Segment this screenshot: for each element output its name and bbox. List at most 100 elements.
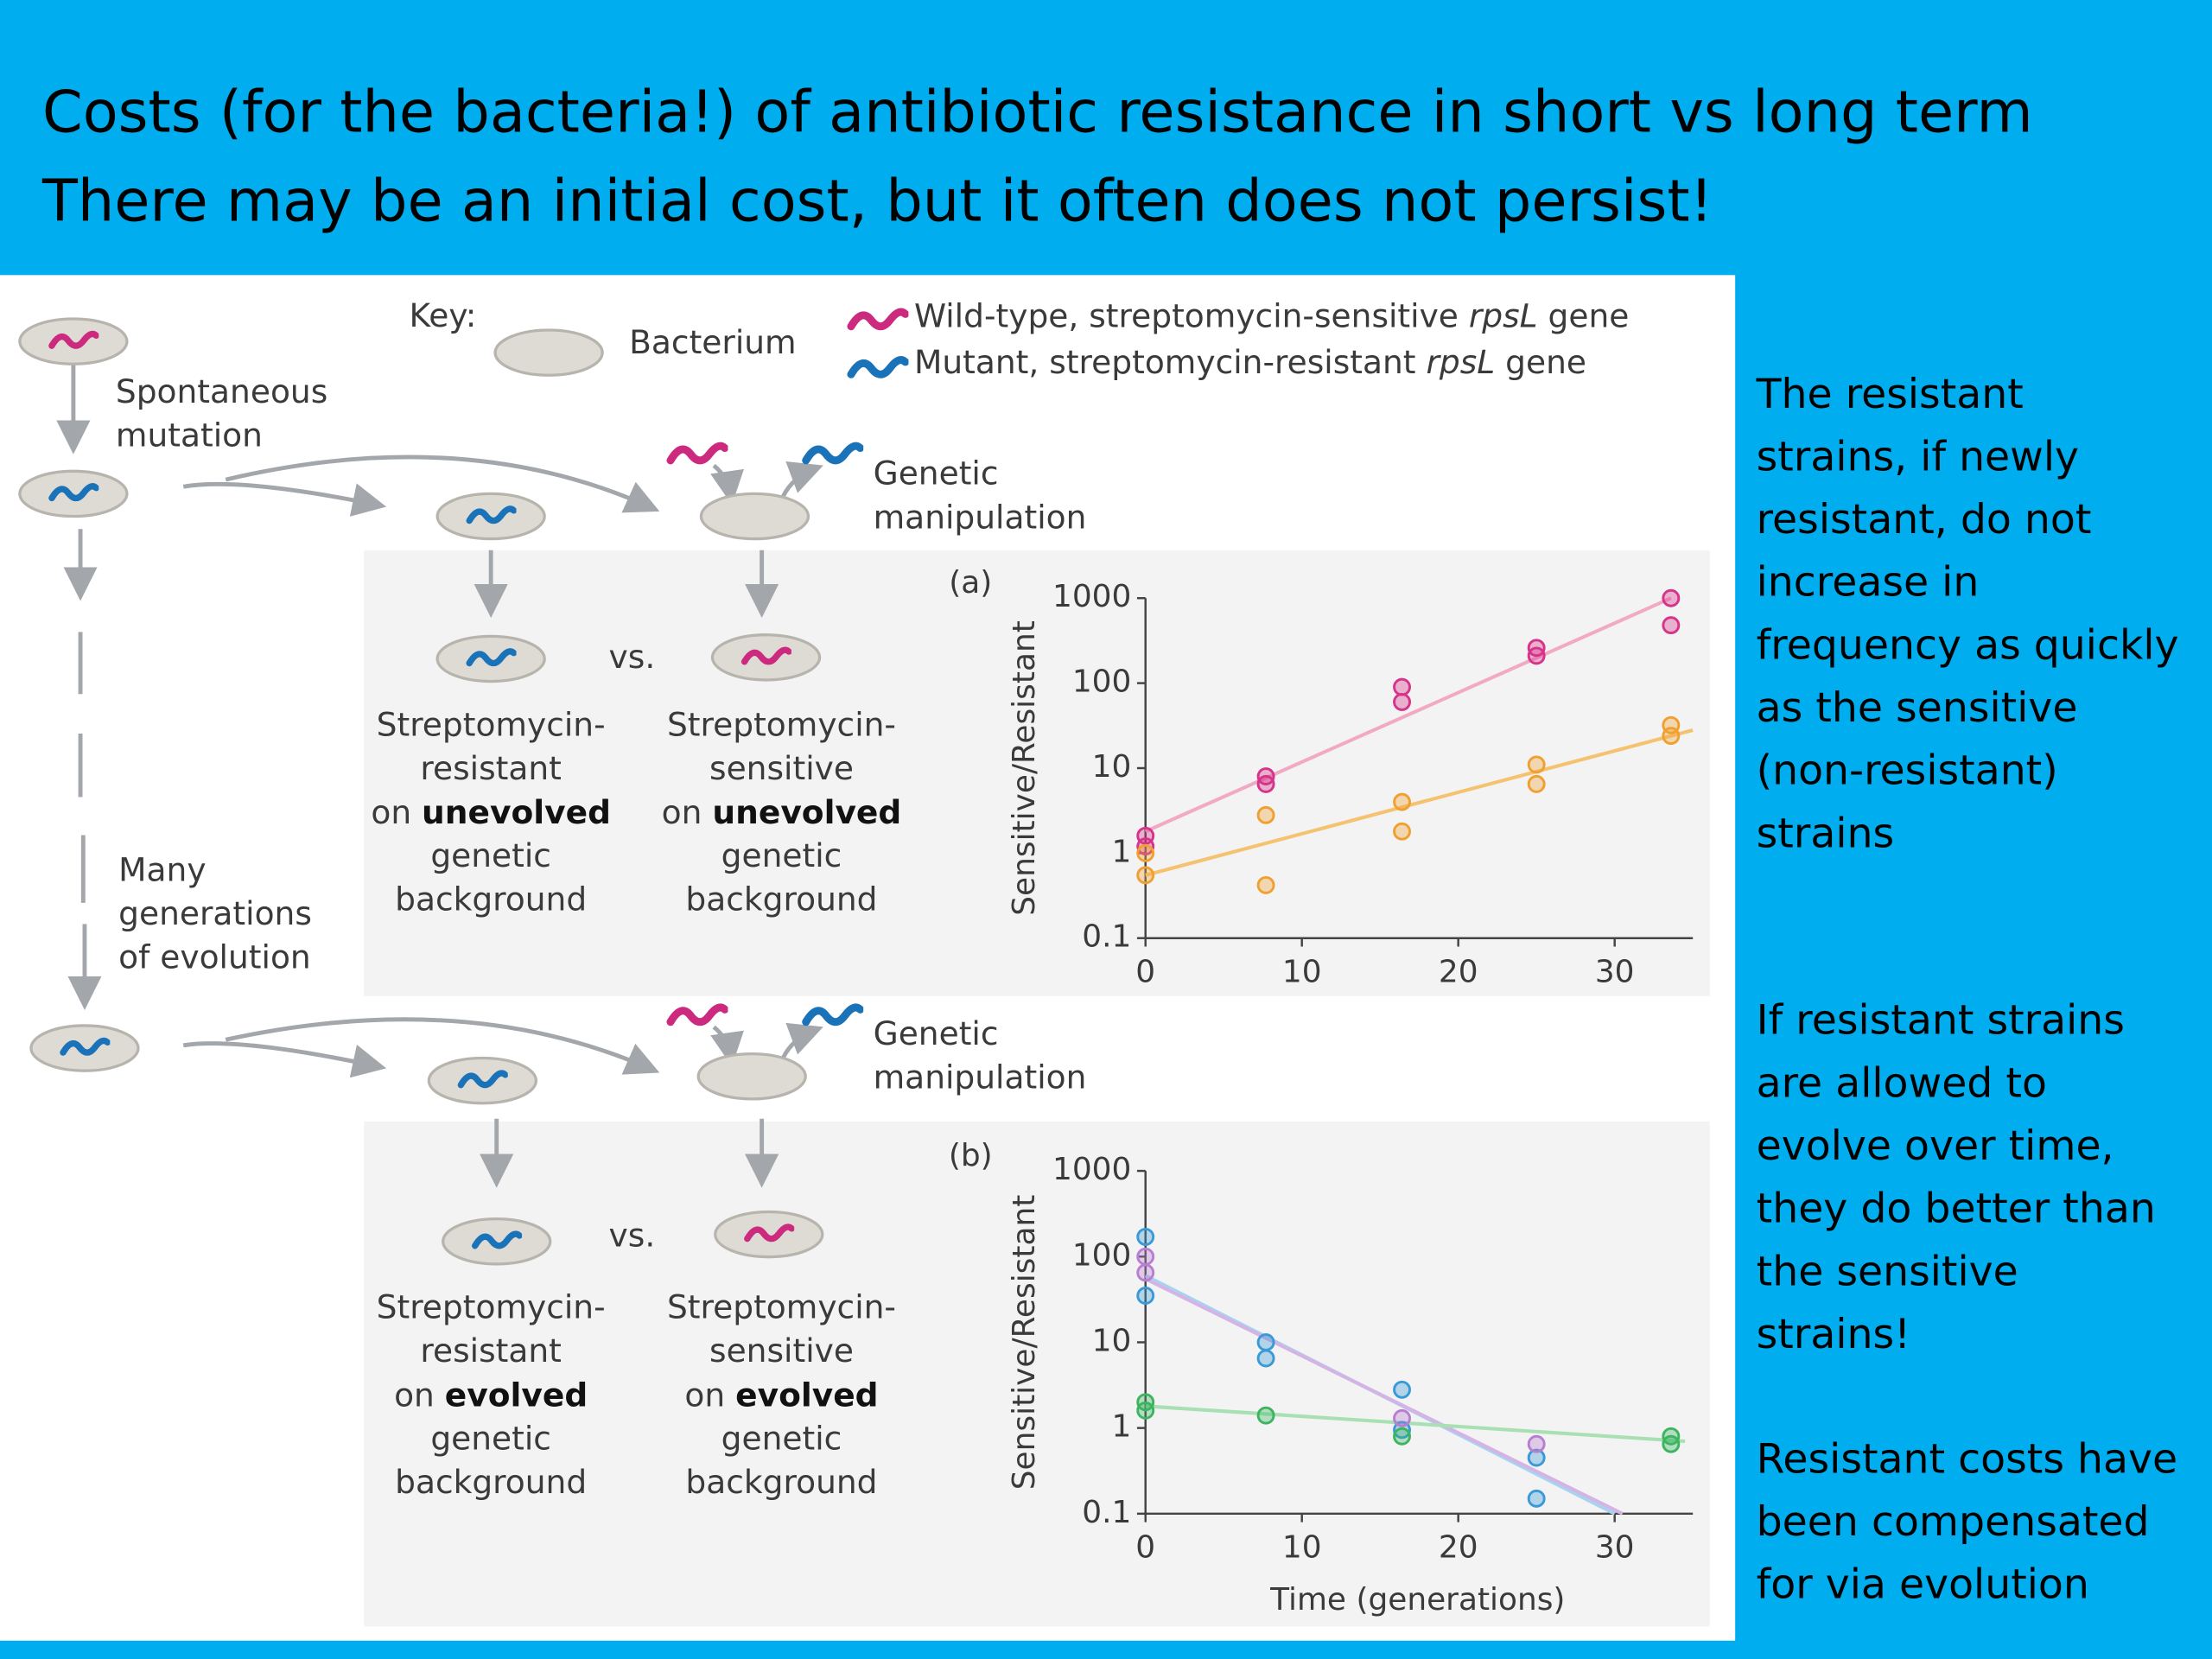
- data-point: [1662, 727, 1681, 746]
- sidebar-line: as the sensitive: [1757, 684, 2078, 732]
- data-point: [1256, 774, 1275, 793]
- fit-line: [1144, 1277, 1624, 1516]
- data-point: [1136, 1401, 1155, 1420]
- sidebar-line: The resistant: [1756, 371, 2024, 418]
- sidebar-line: the sensitive: [1757, 1248, 2018, 1295]
- sidebar-line: are allowed to: [1757, 1059, 2047, 1107]
- data-point: [1256, 875, 1275, 894]
- strain-label: background: [685, 1463, 877, 1501]
- panel-label: (a): [949, 565, 992, 601]
- data-point: [1527, 1434, 1546, 1453]
- legend-text: gene: [1495, 343, 1586, 381]
- strain-bold: evolved: [735, 1376, 878, 1414]
- strain-label: Streptomycin-: [377, 1288, 606, 1326]
- strain-label: background: [685, 880, 877, 918]
- x-axis-label: Time (generations): [1269, 1582, 1565, 1618]
- panel-b-box: [364, 1121, 1710, 1627]
- title-line: There may be an initial cost, but it oft…: [41, 167, 1713, 234]
- step-label: of evolution: [118, 938, 311, 976]
- sidebar-line: Resistant costs have: [1757, 1435, 2178, 1483]
- step-label: Spontaneous: [116, 372, 327, 410]
- strain-label: Streptomycin-: [377, 705, 606, 743]
- y-tick-label: 10: [1092, 1323, 1132, 1358]
- strain-label: on unevolved: [371, 793, 611, 831]
- strain-label: Streptomycin-: [667, 705, 896, 743]
- vs-label: vs.: [609, 1216, 656, 1254]
- sidebar-line: strains: [1757, 810, 1894, 857]
- strain-label: genetic: [721, 836, 842, 874]
- legend-text: gene: [1538, 296, 1630, 334]
- x-tick-label: 10: [1282, 955, 1322, 990]
- manipulation-label: manipulation: [874, 498, 1087, 536]
- strain-label: genetic: [430, 836, 551, 874]
- sidebar-line: If resistant strains: [1757, 997, 2125, 1045]
- sidebar-line: strains!: [1757, 1311, 1910, 1358]
- data-point: [1527, 755, 1546, 774]
- legend-text: rpsL: [1469, 296, 1538, 334]
- data-point: [1256, 805, 1275, 824]
- data-point: [1136, 1263, 1155, 1282]
- sidebar-line: for via evolution: [1757, 1561, 2089, 1609]
- sidebar-line: frequency as quickly: [1757, 621, 2179, 669]
- x-tick-label: 0: [1135, 1530, 1155, 1566]
- sidebar-line: been compensated: [1757, 1498, 2150, 1546]
- x-tick-label: 30: [1595, 1530, 1635, 1566]
- fit-line: [1145, 728, 1694, 877]
- legend-text: rpsL: [1426, 343, 1495, 381]
- manipulation-label: Genetic: [874, 454, 999, 493]
- title-line: Costs (for the bacteria!) of antibiotic …: [42, 78, 2033, 145]
- strain-bold: evolved: [445, 1376, 588, 1414]
- strain-text: on: [371, 793, 422, 831]
- data-point: [1662, 588, 1681, 607]
- sidebar-line: (non-resistant): [1757, 747, 2058, 795]
- strain-label: resistant: [420, 749, 562, 787]
- panel-label: (b): [949, 1138, 993, 1173]
- y-axis-label: Sensitive/Resistant: [1007, 620, 1042, 916]
- data-point: [1393, 792, 1411, 811]
- x-tick-label: 20: [1439, 1530, 1478, 1566]
- sidebar-line: strains, if newly: [1757, 433, 2079, 480]
- legend-entry: Wild-type, streptomycin-sensitive rpsL g…: [914, 296, 1629, 334]
- bacterium-label: Bacterium: [629, 323, 796, 361]
- key-label: Key:: [409, 296, 476, 334]
- fit-line: [1145, 1404, 1686, 1444]
- data-point: [1256, 1349, 1275, 1368]
- strain-text: on: [662, 793, 713, 831]
- sidebar-line: evolve over time,: [1757, 1122, 2114, 1170]
- strain-bold: unevolved: [422, 793, 611, 831]
- data-point: [1662, 1434, 1681, 1453]
- data-point: [1393, 1427, 1411, 1446]
- x-tick-label: 30: [1595, 955, 1635, 990]
- data-point: [1393, 1380, 1411, 1399]
- data-point: [1527, 646, 1546, 665]
- data-point: [1256, 1333, 1275, 1351]
- y-tick-label: 1000: [1052, 1152, 1131, 1187]
- y-tick-label: 0.1: [1082, 1495, 1131, 1530]
- legend-entry: Mutant, streptomycin-resistant rpsL gene: [914, 343, 1586, 381]
- data-point: [1136, 866, 1155, 885]
- y-tick-label: 1000: [1052, 579, 1131, 614]
- strain-label: genetic: [430, 1419, 551, 1457]
- fit-line: [1144, 596, 1672, 834]
- strain-label: background: [395, 880, 587, 918]
- step-label: mutation: [116, 416, 263, 454]
- strain-label: background: [395, 1463, 587, 1501]
- panel-a-box: [364, 550, 1710, 996]
- strain-text: on: [394, 1376, 445, 1414]
- legend-text: Wild-type, streptomycin-sensitive: [914, 296, 1469, 334]
- strain-label: Streptomycin-: [667, 1288, 896, 1326]
- y-axis-label: Sensitive/Resistant: [1007, 1195, 1042, 1491]
- strain-label: on evolved: [394, 1376, 588, 1414]
- sidebar-line: they do better than: [1757, 1185, 2156, 1233]
- x-tick-label: 10: [1282, 1530, 1322, 1566]
- x-tick-label: 0: [1135, 955, 1155, 990]
- sidebar-line: increase in: [1757, 559, 1980, 607]
- data-point: [1256, 1406, 1275, 1425]
- strain-label: sensitive: [709, 1332, 854, 1370]
- strain-label: on unevolved: [662, 793, 902, 831]
- data-point: [1136, 843, 1155, 862]
- y-tick-label: 1: [1112, 834, 1132, 869]
- sidebar-line: resistant, do not: [1757, 496, 2092, 543]
- strain-text: on: [684, 1376, 735, 1414]
